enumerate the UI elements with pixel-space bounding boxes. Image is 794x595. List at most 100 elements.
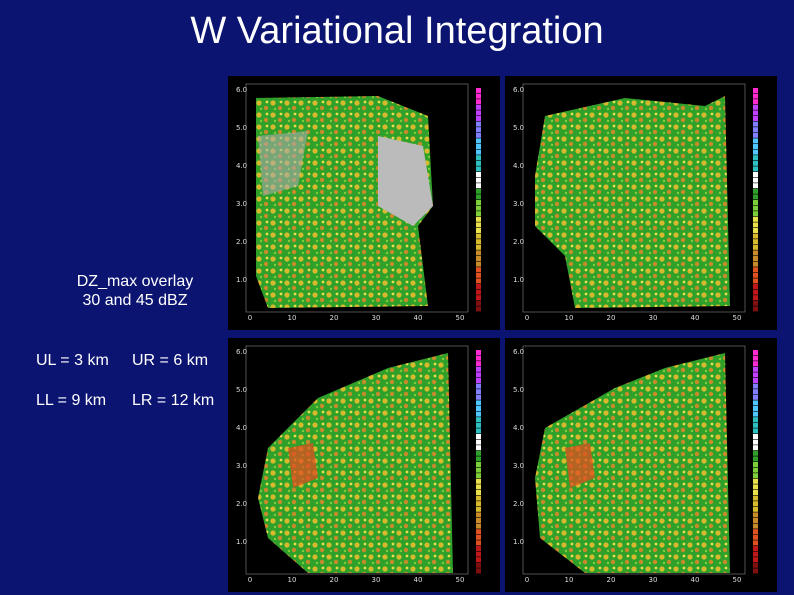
x-tick-label: 10 bbox=[288, 576, 297, 584]
colorbar-cell bbox=[476, 551, 481, 557]
colorbar-cell bbox=[753, 300, 758, 306]
x-tick-label: 20 bbox=[607, 314, 616, 322]
panel-key: UL = 3 km bbox=[36, 352, 109, 369]
colorbar-cell bbox=[753, 205, 758, 211]
colorbar-cell bbox=[753, 267, 758, 273]
y-tick-label: 3.0 bbox=[513, 200, 524, 208]
colorbar-cell bbox=[476, 93, 481, 99]
x-tick-label: 0 bbox=[248, 314, 252, 322]
colorbar-cell bbox=[753, 144, 758, 149]
panel-key: LL = 9 km bbox=[36, 392, 107, 409]
colorbar-cell bbox=[476, 394, 481, 400]
x-tick-label: 10 bbox=[565, 314, 574, 322]
y-tick-label: 6.0 bbox=[236, 86, 247, 94]
colorbar-cell bbox=[753, 383, 758, 389]
panel-key: UR = 6 km bbox=[132, 352, 209, 369]
colorbar-cell bbox=[476, 378, 481, 383]
colorbar-cell bbox=[753, 361, 758, 367]
x-tick-label: 40 bbox=[414, 576, 423, 584]
colorbar-cell bbox=[476, 188, 481, 194]
colorbar-cell bbox=[476, 228, 481, 233]
colorbar-cell bbox=[753, 104, 758, 110]
note-line: DZ_max overlay bbox=[76, 273, 194, 290]
colorbar-cell bbox=[476, 355, 481, 361]
colorbar-cell bbox=[753, 228, 758, 233]
colorbar-cell bbox=[753, 546, 758, 551]
colorbar-cell bbox=[753, 434, 758, 439]
colorbar-cell bbox=[753, 495, 758, 501]
y-tick-label: 4.0 bbox=[513, 162, 524, 170]
colorbar-cell bbox=[476, 205, 481, 211]
colorbar-cell bbox=[753, 233, 758, 239]
colorbar-cell bbox=[476, 110, 481, 116]
colorbar-cell bbox=[753, 127, 758, 133]
colorbar-cell bbox=[753, 534, 758, 540]
x-tick-label: 20 bbox=[330, 314, 339, 322]
colorbar-cell bbox=[753, 295, 758, 301]
colorbar-cell bbox=[476, 88, 481, 93]
colorbar-cell bbox=[753, 501, 758, 507]
colorbar-cell bbox=[476, 383, 481, 389]
panel-key: LR = 12 km bbox=[132, 392, 215, 409]
colorbar-cell bbox=[476, 422, 481, 428]
colorbar-cell bbox=[476, 244, 481, 250]
colorbar-cell bbox=[753, 512, 758, 518]
colorbar-cell bbox=[476, 411, 481, 417]
x-tick-label: 10 bbox=[288, 314, 297, 322]
colorbar-cell bbox=[476, 568, 481, 574]
note-line: 30 and 45 dBZ bbox=[82, 292, 188, 309]
colorbar-cell bbox=[753, 473, 758, 479]
colorbar-cell bbox=[476, 250, 481, 256]
x-tick-label: 40 bbox=[691, 576, 700, 584]
colorbar-cell bbox=[753, 138, 758, 144]
colorbar-cell bbox=[753, 445, 758, 451]
x-tick-label: 50 bbox=[733, 314, 742, 322]
colorbar-cell bbox=[476, 200, 481, 205]
colorbar-cell bbox=[753, 366, 758, 372]
colorbar-cell bbox=[476, 445, 481, 451]
colorbar-cell bbox=[753, 110, 758, 116]
colorbar-cell bbox=[753, 250, 758, 256]
y-tick-label: 4.0 bbox=[236, 424, 247, 432]
colorbar-cell bbox=[753, 562, 758, 568]
y-tick-label: 2.0 bbox=[513, 500, 524, 508]
y-tick-label: 5.0 bbox=[513, 386, 524, 394]
x-tick-label: 40 bbox=[691, 314, 700, 322]
colorbar-cell bbox=[476, 557, 481, 563]
colorbar-cell bbox=[753, 400, 758, 406]
y-tick-label: 6.0 bbox=[513, 348, 524, 356]
colorbar-cell bbox=[476, 456, 481, 462]
colorbar-cell bbox=[476, 523, 481, 529]
colorbar-cell bbox=[753, 188, 758, 194]
colorbar-cell bbox=[753, 166, 758, 172]
colorbar-cell bbox=[753, 93, 758, 99]
colorbar-cell bbox=[476, 546, 481, 551]
colorbar-cell bbox=[476, 166, 481, 172]
colorbar-cell bbox=[753, 261, 758, 267]
colorbar-cell bbox=[476, 417, 481, 423]
colorbar-cell bbox=[476, 104, 481, 110]
plot-frame bbox=[522, 83, 746, 313]
colorbar-cell bbox=[753, 256, 758, 261]
colorbar-cell bbox=[753, 417, 758, 423]
colorbar-cell bbox=[753, 244, 758, 250]
y-tick-label: 6.0 bbox=[513, 86, 524, 94]
colorbar-cell bbox=[476, 261, 481, 267]
colorbar-cell bbox=[753, 183, 758, 189]
y-tick-label: 2.0 bbox=[236, 238, 247, 246]
colorbar-cell bbox=[753, 278, 758, 284]
colorbar-cell bbox=[753, 350, 758, 355]
plot-frame bbox=[245, 83, 469, 313]
gray-region bbox=[378, 136, 433, 226]
colorbar-cell bbox=[476, 389, 481, 395]
colorbar-cell bbox=[753, 462, 758, 467]
colorbar-cell bbox=[753, 540, 758, 546]
colorbar-cell bbox=[753, 551, 758, 557]
colorbar-cell bbox=[476, 284, 481, 289]
colorbar-cell bbox=[753, 121, 758, 127]
colorbar-cell bbox=[476, 495, 481, 501]
y-tick-label: 5.0 bbox=[236, 124, 247, 132]
colorbar-cell bbox=[753, 216, 758, 222]
colorbar-cell bbox=[753, 467, 758, 473]
